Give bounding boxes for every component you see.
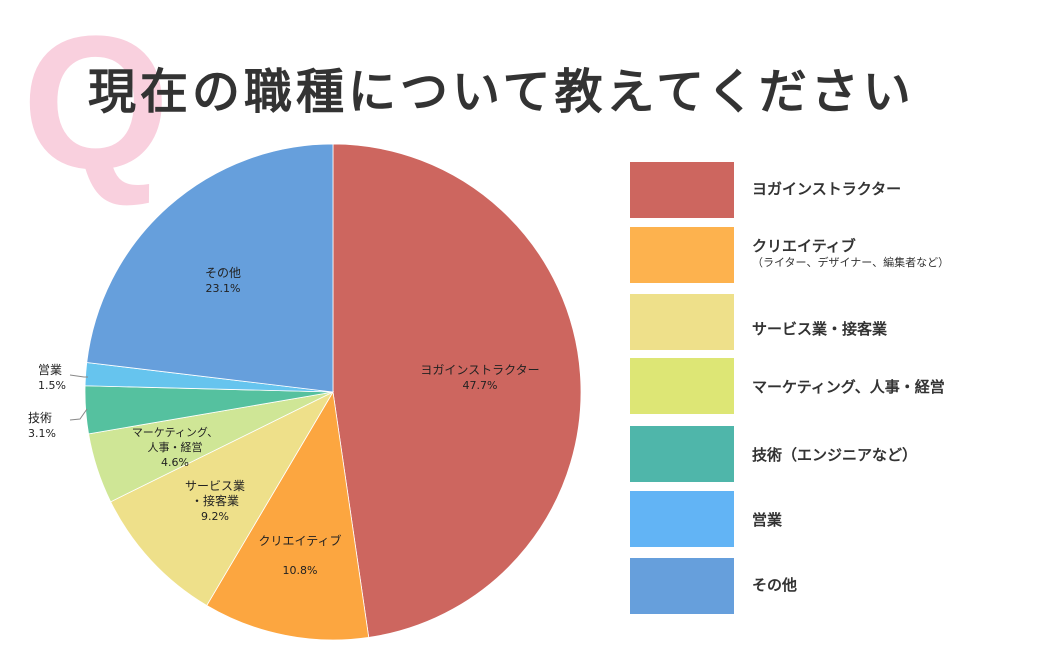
slice-label-creative: クリエイティブ 10.8% [240, 534, 360, 578]
slice-label-name: ヨガインストラクター [420, 363, 540, 377]
legend-swatch [630, 558, 734, 614]
legend-swatch [630, 426, 734, 482]
slice-label-sales: 営業 1.5% [38, 363, 78, 393]
slice-label-service: サービス業 ・接客業 9.2% [165, 479, 265, 524]
legend-label: 技術（エンジニアなど） [752, 446, 918, 464]
slice-label-name: その他 [204, 266, 241, 280]
legend-label: マーケティング、人事・経営 [752, 378, 945, 396]
slice-label-name: クリエイティブ [258, 534, 342, 548]
legend-swatch [630, 162, 734, 218]
legend-swatch [630, 358, 734, 414]
slice-label-pct: 1.5% [38, 379, 66, 392]
legend-swatch [630, 227, 734, 283]
legend-swatch [630, 491, 734, 547]
legend-label: サービス業・接客業 [752, 320, 888, 338]
legend-sublabel: （ライター、デザイナー、編集者など） [752, 256, 950, 269]
legend-item-marketing: マーケティング、人事・経営 [630, 358, 1030, 416]
legend-label: ヨガインストラクター [752, 180, 902, 198]
slice-label-name-line2: 人事・経営 [147, 441, 203, 454]
slice-label-name-line2: ・接客業 [190, 494, 239, 508]
q-mark-decoration: Q [22, 0, 170, 209]
legend-label: 営業 [752, 511, 783, 529]
slice-label-marketing: マーケティング、 人事・経営 4.6% [120, 425, 230, 470]
slice-label-pct: 47.7% [462, 379, 498, 392]
slice-label-name: 営業 [38, 363, 63, 377]
legend-item-yoga: ヨガインストラクター [630, 162, 1030, 220]
leader-line-tech [69, 408, 88, 421]
slice-label-name-line1: マーケティング、 [131, 426, 219, 439]
pie-slice [86, 143, 334, 393]
slice-label-pct: 10.8% [282, 564, 318, 577]
slice-label-name-line1: サービス業 [184, 479, 245, 493]
legend-item-service: サービス業・接客業 [630, 294, 1030, 352]
pie-slice [110, 391, 335, 607]
legend-item-other: その他 [630, 558, 1030, 616]
slice-label-other: その他 23.1% [178, 266, 268, 296]
legend-item-sales: 営業 [630, 491, 1030, 549]
slice-label-pct: 4.6% [161, 456, 189, 469]
page-title: 現在の職種について教えてください [88, 64, 915, 120]
legend-label: クリエイティブ [752, 237, 856, 255]
slice-label-yoga: ヨガインストラクター 47.7% [405, 363, 555, 393]
legend-label: その他 [752, 576, 798, 594]
slice-label-pct: 3.1% [28, 427, 56, 440]
leader-line-sales [69, 374, 88, 378]
slice-label-name: 技術 [28, 411, 53, 425]
legend-item-tech: 技術（エンジニアなど） [630, 426, 1030, 484]
slice-label-tech: 技術 3.1% [28, 411, 68, 441]
legend-item-creative: クリエイティブ （ライター、デザイナー、編集者など） [630, 227, 1030, 285]
pie-slice [206, 390, 370, 641]
slice-label-pct: 9.2% [201, 510, 229, 523]
pie-slice [332, 143, 582, 638]
legend-swatch [630, 294, 734, 350]
slice-label-pct: 23.1% [205, 282, 241, 295]
